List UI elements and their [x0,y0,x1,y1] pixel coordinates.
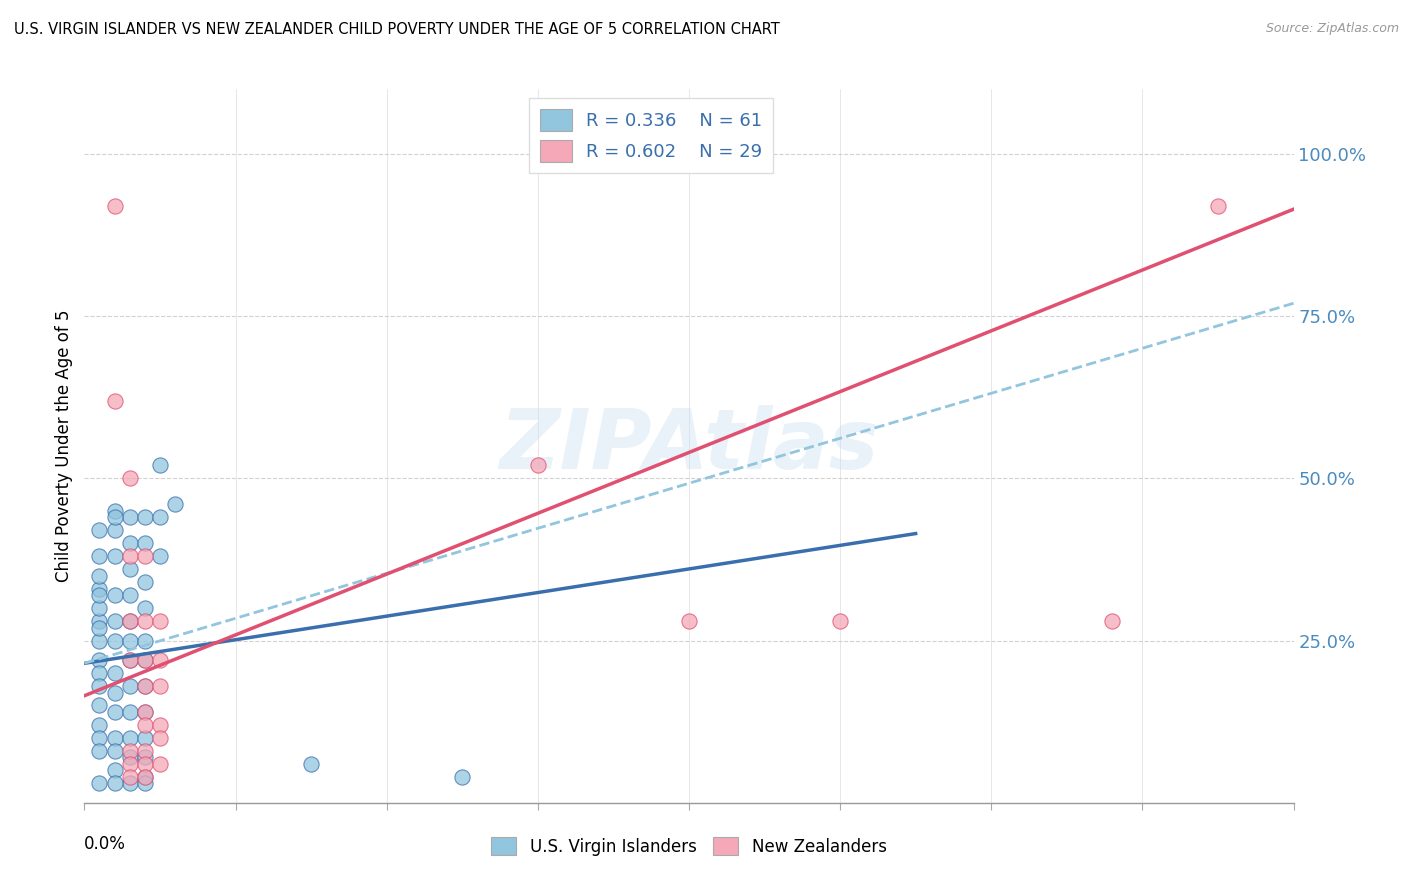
Point [89,588,111,602]
Point [104,504,127,518]
Point [134,614,156,628]
Point [89,582,111,596]
Point [134,510,156,524]
Point [104,705,127,719]
Point [134,770,156,784]
Point [118,614,141,628]
Point [118,633,141,648]
Point [89,524,111,538]
Point [527,458,550,473]
Point [134,536,156,550]
Point [104,764,127,778]
Point [134,776,156,790]
Text: Source: ZipAtlas.com: Source: ZipAtlas.com [1265,22,1399,36]
Point [134,679,156,693]
Point [149,614,172,628]
Point [149,756,172,771]
Point [134,575,156,590]
Point [104,633,127,648]
Point [118,536,141,550]
Point [678,614,700,628]
Point [104,393,127,408]
Point [118,562,141,576]
Point [89,776,111,790]
Point [104,685,127,699]
Y-axis label: Child Poverty Under the Age of 5: Child Poverty Under the Age of 5 [55,310,73,582]
Point [89,653,111,667]
Legend: U.S. Virgin Islanders, New Zealanders: U.S. Virgin Islanders, New Zealanders [485,830,893,863]
Point [134,744,156,758]
Point [89,633,111,648]
Point [134,731,156,745]
Point [149,679,172,693]
Point [149,653,172,667]
Point [89,731,111,745]
Point [89,621,111,635]
Point [299,756,322,771]
Point [118,705,141,719]
Point [134,750,156,764]
Point [118,471,141,485]
Point [134,653,156,667]
Point [134,705,156,719]
Point [149,731,172,745]
Point [89,744,111,758]
Point [134,718,156,732]
Point [149,458,172,473]
Point [118,653,141,667]
Point [118,510,141,524]
Point [134,601,156,615]
Point [149,718,172,732]
Point [134,549,156,564]
Point [89,549,111,564]
Point [134,653,156,667]
Point [104,588,127,602]
Point [134,679,156,693]
Point [830,614,852,628]
Point [89,679,111,693]
Point [118,614,141,628]
Text: U.S. VIRGIN ISLANDER VS NEW ZEALANDER CHILD POVERTY UNDER THE AGE OF 5 CORRELATI: U.S. VIRGIN ISLANDER VS NEW ZEALANDER CH… [14,22,780,37]
Point [104,614,127,628]
Point [89,698,111,713]
Point [104,744,127,758]
Point [118,653,141,667]
Point [118,731,141,745]
Point [104,666,127,681]
Point [104,776,127,790]
Point [104,524,127,538]
Point [118,776,141,790]
Point [104,199,127,213]
Point [118,770,141,784]
Point [134,770,156,784]
Point [118,679,141,693]
Point [104,731,127,745]
Point [451,770,474,784]
Point [118,549,141,564]
Point [104,510,127,524]
Point [89,601,111,615]
Text: 0.0%: 0.0% [84,835,127,853]
Point [134,633,156,648]
Point [118,744,141,758]
Point [118,588,141,602]
Point [1206,199,1229,213]
Point [165,497,187,511]
Point [89,614,111,628]
Point [1101,614,1123,628]
Point [118,750,141,764]
Point [134,756,156,771]
Point [134,705,156,719]
Point [118,756,141,771]
Text: ZIPAtlas: ZIPAtlas [499,406,879,486]
Point [89,718,111,732]
Point [104,549,127,564]
Point [149,510,172,524]
Point [89,666,111,681]
Point [149,549,172,564]
Point [89,568,111,582]
